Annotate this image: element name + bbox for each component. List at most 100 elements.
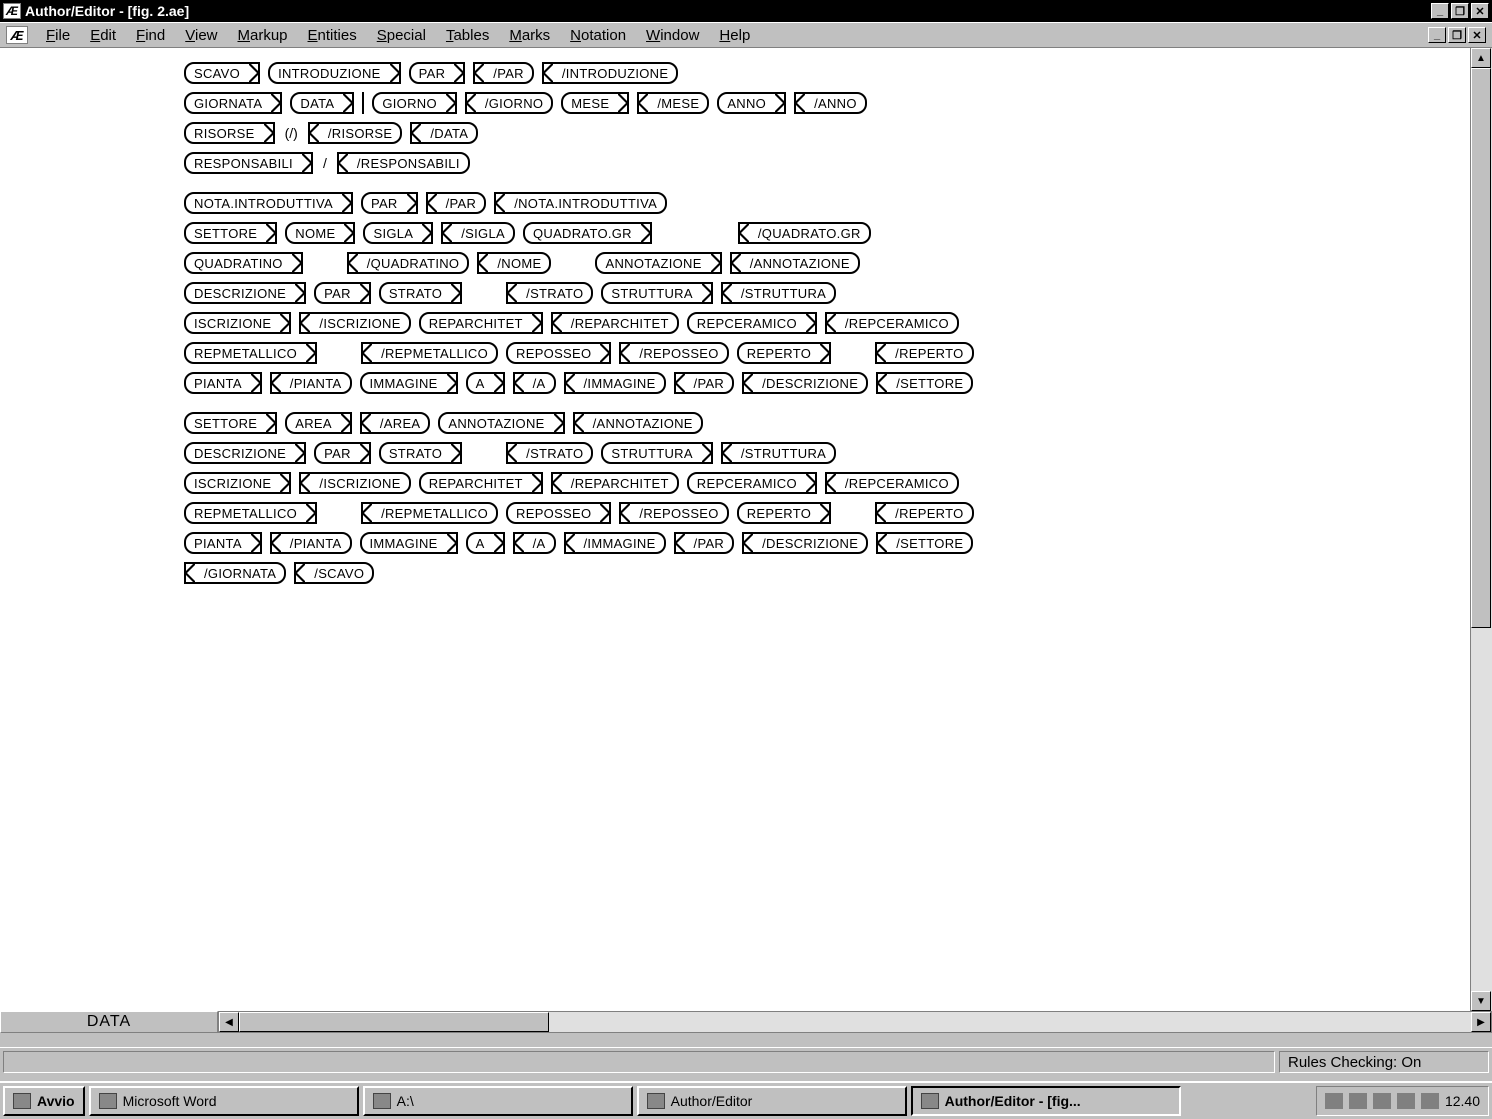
menu-special[interactable]: Special [367,25,436,46]
close-tag-notaintroduttiva[interactable]: /NOTA.INTRODUTTIVA [494,192,667,214]
scroll-left-arrow[interactable]: ◀ [219,1012,239,1032]
open-tag-quadratogr[interactable]: QUADRATO.GR [523,222,652,244]
close-tag-settore[interactable]: /SETTORE [876,372,973,394]
close-tag-descrizione[interactable]: /DESCRIZIONE [742,532,868,554]
close-tag-risorse[interactable]: /RISORSE [308,122,403,144]
close-tag-pianta[interactable]: /PIANTA [270,532,352,554]
document-view[interactable]: SCAVOINTRODUZIONEPAR/PAR/INTRODUZIONEGIO… [0,48,1470,1011]
open-tag-a[interactable]: A [466,532,505,554]
open-tag-immagine[interactable]: IMMAGINE [360,372,458,394]
menu-window[interactable]: Window [636,25,709,46]
open-tag-settore[interactable]: SETTORE [184,222,277,244]
open-tag-responsabili[interactable]: RESPONSABILI [184,152,313,174]
close-tag-par[interactable]: /PAR [674,532,735,554]
open-tag-reposseo[interactable]: REPOSSEO [506,502,611,524]
menu-view[interactable]: View [175,25,227,46]
minimize-button[interactable]: _ [1431,3,1449,19]
open-tag-repceramico[interactable]: REPCERAMICO [687,312,817,334]
open-tag-annotazione[interactable]: ANNOTAZIONE [595,252,721,274]
open-tag-par[interactable]: PAR [314,282,371,304]
open-tag-mese[interactable]: MESE [561,92,629,114]
close-tag-reparchitet[interactable]: /REPARCHITET [551,312,679,334]
close-tag-iscrizione[interactable]: /ISCRIZIONE [299,312,410,334]
close-tag-scavo[interactable]: /SCAVO [294,562,374,584]
menu-file[interactable]: File [36,25,80,46]
close-tag-responsabili[interactable]: /RESPONSABILI [337,152,470,174]
close-tag-area[interactable]: /AREA [360,412,431,434]
menu-marks[interactable]: Marks [499,25,560,46]
context-indicator[interactable]: DATA [0,1011,218,1033]
close-tag-immagine[interactable]: /IMMAGINE [564,532,666,554]
open-tag-area[interactable]: AREA [285,412,352,434]
close-tag-data[interactable]: /DATA [410,122,478,144]
horizontal-scrollbar[interactable]: ◀ ▶ [218,1011,1492,1033]
open-tag-reparchitet[interactable]: REPARCHITET [419,312,543,334]
taskbar-item[interactable]: Author/Editor [637,1086,907,1116]
open-tag-reposseo[interactable]: REPOSSEO [506,342,611,364]
open-tag-data[interactable]: DATA [290,92,354,114]
close-tag-reperto[interactable]: /REPERTO [875,502,973,524]
open-tag-a[interactable]: A [466,372,505,394]
close-tag-quadratogr[interactable]: /QUADRATO.GR [738,222,871,244]
taskbar-item[interactable]: A:\ [363,1086,633,1116]
tray-icon[interactable] [1349,1093,1367,1109]
close-tag-pianta[interactable]: /PIANTA [270,372,352,394]
menu-entities[interactable]: Entities [298,25,367,46]
open-tag-annotazione[interactable]: ANNOTAZIONE [438,412,564,434]
close-tag-annotazione[interactable]: /ANNOTAZIONE [573,412,703,434]
close-tag-iscrizione[interactable]: /ISCRIZIONE [299,472,410,494]
start-button[interactable]: Avvio [3,1086,85,1116]
close-tag-struttura[interactable]: /STRUTTURA [721,282,836,304]
taskbar-item[interactable]: Author/Editor - [fig... [911,1086,1181,1116]
close-tag-introduzione[interactable]: /INTRODUZIONE [542,62,678,84]
close-tag-strato[interactable]: /STRATO [506,282,593,304]
close-tag-par[interactable]: /PAR [674,372,735,394]
mdi-close-button[interactable]: ✕ [1468,27,1486,43]
open-tag-nome[interactable]: NOME [285,222,355,244]
menu-find[interactable]: Find [126,25,175,46]
tray-icon[interactable] [1421,1093,1439,1109]
hscroll-thumb[interactable] [239,1012,549,1032]
close-tag-giorno[interactable]: /GIORNO [465,92,553,114]
open-tag-struttura[interactable]: STRUTTURA [601,442,712,464]
close-tag-reposseo[interactable]: /REPOSSEO [619,342,728,364]
tray-icon[interactable] [1325,1093,1343,1109]
open-tag-par[interactable]: PAR [361,192,418,214]
open-tag-settore[interactable]: SETTORE [184,412,277,434]
close-tag-repceramico[interactable]: /REPCERAMICO [825,472,959,494]
scroll-up-arrow[interactable]: ▲ [1471,48,1491,68]
menu-markup[interactable]: Markup [228,25,298,46]
close-tag-mese[interactable]: /MESE [637,92,709,114]
text-content[interactable]: / [321,155,329,171]
close-tag-nome[interactable]: /NOME [477,252,551,274]
open-tag-anno[interactable]: ANNO [717,92,786,114]
vertical-scrollbar[interactable]: ▲ ▼ [1470,48,1492,1011]
open-tag-introduzione[interactable]: INTRODUZIONE [268,62,401,84]
open-tag-sigla[interactable]: SIGLA [363,222,433,244]
menu-help[interactable]: Help [709,25,760,46]
close-tag-repmetallico[interactable]: /REPMETALLICO [361,502,498,524]
close-tag-a[interactable]: /A [513,532,556,554]
close-tag-anno[interactable]: /ANNO [794,92,867,114]
open-tag-repmetallico[interactable]: REPMETALLICO [184,342,317,364]
open-tag-iscrizione[interactable]: ISCRIZIONE [184,472,291,494]
open-tag-descrizione[interactable]: DESCRIZIONE [184,442,306,464]
taskbar-item[interactable]: Microsoft Word [89,1086,359,1116]
open-tag-repmetallico[interactable]: REPMETALLICO [184,502,317,524]
close-tag-par[interactable]: /PAR [473,62,534,84]
close-tag-immagine[interactable]: /IMMAGINE [564,372,666,394]
menu-edit[interactable]: Edit [80,25,126,46]
open-tag-reperto[interactable]: REPERTO [737,342,831,364]
close-button[interactable]: ✕ [1471,3,1489,19]
open-tag-descrizione[interactable]: DESCRIZIONE [184,282,306,304]
open-tag-quadratino[interactable]: QUADRATINO [184,252,303,274]
text-content[interactable]: (/) [283,125,300,141]
close-tag-sigla[interactable]: /SIGLA [441,222,515,244]
open-tag-strato[interactable]: STRATO [379,442,462,464]
close-tag-reparchitet[interactable]: /REPARCHITET [551,472,679,494]
mdi-minimize-button[interactable]: _ [1428,27,1446,43]
close-tag-par[interactable]: /PAR [426,192,487,214]
close-tag-settore[interactable]: /SETTORE [876,532,973,554]
close-tag-strato[interactable]: /STRATO [506,442,593,464]
open-tag-pianta[interactable]: PIANTA [184,532,262,554]
